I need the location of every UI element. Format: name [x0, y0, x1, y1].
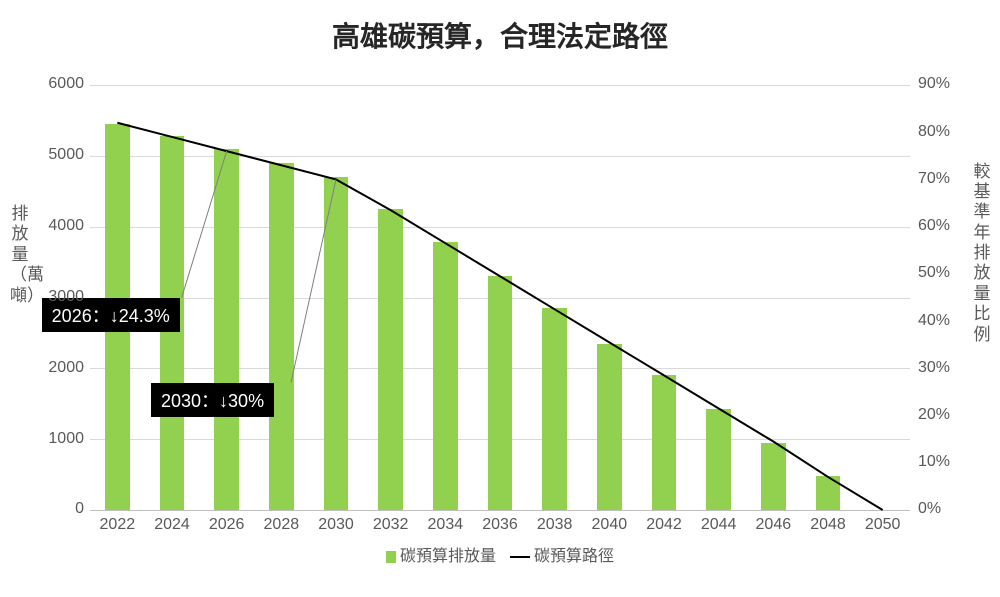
- bar: [542, 308, 567, 510]
- x-tick: 2050: [865, 516, 901, 534]
- x-tick: 2028: [264, 516, 300, 534]
- bar: [433, 242, 458, 510]
- x-tick: 2044: [701, 516, 737, 534]
- x-tick: 2046: [756, 516, 792, 534]
- y-tick-right: 30%: [918, 359, 950, 377]
- x-tick: 2036: [482, 516, 518, 534]
- x-tick: 2042: [646, 516, 682, 534]
- y-tick-left: 4000: [34, 217, 84, 235]
- legend-label-line: 碳預算路徑: [534, 548, 614, 565]
- x-tick: 2040: [592, 516, 628, 534]
- bar: [214, 149, 239, 510]
- x-tick: 2030: [318, 516, 354, 534]
- bar: [597, 344, 622, 510]
- bar: [269, 163, 294, 510]
- y-tick-right: 20%: [918, 406, 950, 424]
- x-tick: 2034: [428, 516, 464, 534]
- x-tick: 2024: [154, 516, 190, 534]
- legend: 碳預算排放量 碳預算路徑: [0, 542, 1000, 566]
- y-tick-left: 5000: [34, 146, 84, 164]
- y-tick-right: 80%: [918, 123, 950, 141]
- bar: [816, 476, 841, 510]
- y-tick-right: 50%: [918, 264, 950, 282]
- y-tick-right: 40%: [918, 312, 950, 330]
- y-tick-left: 3000: [34, 288, 84, 306]
- legend-label-bars: 碳預算排放量: [400, 548, 496, 565]
- annotation-box: 2030：↓30%: [151, 383, 274, 417]
- plot-area: 2026：↓24.3%2030：↓30%: [90, 85, 910, 510]
- y-tick-left: 6000: [34, 75, 84, 93]
- y-tick-right: 0%: [918, 500, 941, 518]
- y-axis-label-right: 較基準年排放量比例: [972, 162, 992, 346]
- bar: [324, 177, 349, 510]
- legend-swatch-bars: [386, 551, 396, 563]
- bar: [652, 375, 677, 510]
- y-axis-label-left: 排放量（萬噸）: [10, 204, 30, 306]
- chart-title: 高雄碳預算，合理法定路徑: [0, 15, 1000, 55]
- gridline: [90, 510, 910, 511]
- bar: [378, 209, 403, 510]
- y-tick-left: 0: [34, 500, 84, 518]
- y-tick-left: 2000: [34, 359, 84, 377]
- x-tick: 2038: [537, 516, 573, 534]
- y-tick-right: 10%: [918, 453, 950, 471]
- y-tick-right: 60%: [918, 217, 950, 235]
- x-tick: 2022: [100, 516, 136, 534]
- gridline: [90, 156, 910, 157]
- gridline: [90, 227, 910, 228]
- x-tick: 2048: [810, 516, 846, 534]
- bar: [706, 409, 731, 510]
- x-tick: 2026: [209, 516, 245, 534]
- bar: [761, 443, 786, 510]
- y-tick-left: 1000: [34, 430, 84, 448]
- y-tick-right: 90%: [918, 75, 950, 93]
- x-tick: 2032: [373, 516, 409, 534]
- bar: [488, 276, 513, 510]
- legend-swatch-line: [510, 556, 530, 558]
- y-tick-right: 70%: [918, 170, 950, 188]
- gridline: [90, 85, 910, 86]
